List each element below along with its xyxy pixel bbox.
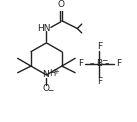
Text: O: O — [43, 84, 50, 93]
Text: −: − — [48, 86, 54, 95]
Text: F: F — [78, 59, 83, 68]
Text: F: F — [97, 42, 102, 51]
Text: O: O — [57, 0, 64, 9]
Text: B: B — [96, 59, 102, 68]
Text: N: N — [42, 70, 49, 79]
Text: –: – — [90, 59, 95, 68]
Text: F: F — [97, 77, 102, 86]
Text: +: + — [53, 69, 59, 75]
Text: –: – — [104, 59, 109, 68]
Text: HN: HN — [37, 24, 51, 33]
Text: F: F — [116, 59, 121, 68]
Text: H: H — [49, 69, 55, 78]
Text: −: − — [101, 56, 107, 65]
